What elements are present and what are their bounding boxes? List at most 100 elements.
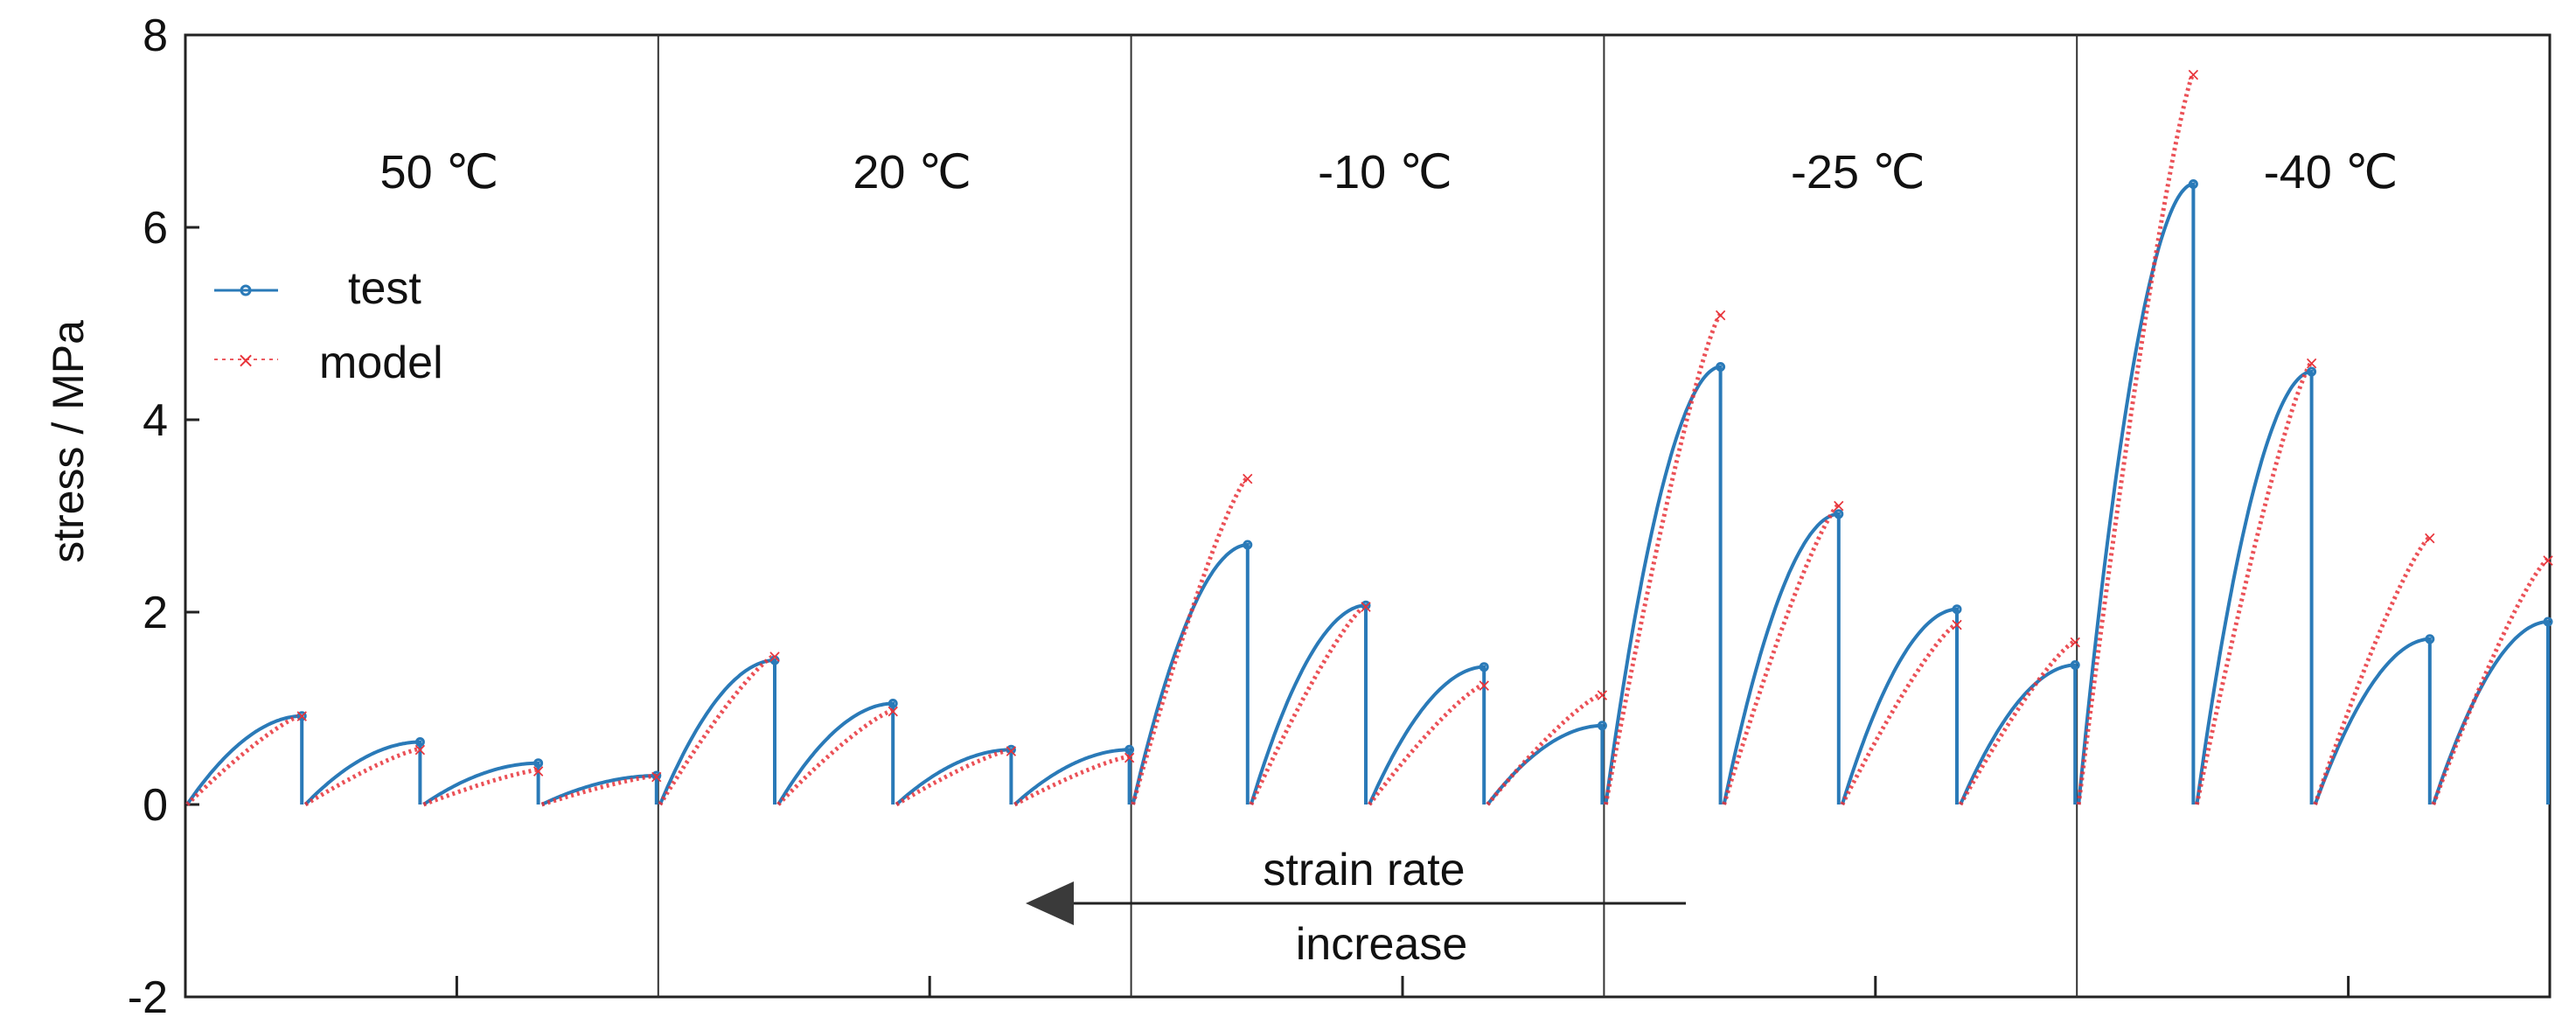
model-series-segment (1486, 692, 1604, 806)
model-series-segment (185, 713, 303, 806)
model-peak-point: × (1122, 747, 1137, 768)
test-peak-point (2070, 660, 2080, 670)
test-series-segment (1013, 748, 1131, 806)
test-series-segment (2195, 369, 2314, 805)
plot-border (184, 33, 2552, 999)
model-series-segment (776, 707, 894, 806)
test-peak-point (1834, 509, 1844, 519)
model-series-segment (2076, 72, 2196, 805)
model-peak-point: × (1240, 468, 1255, 489)
strain-rate-annotation: strain rate increase (1026, 845, 1686, 970)
y-tick-label: -2 (128, 972, 168, 1023)
model-peak-point: × (2422, 527, 2437, 548)
legend: test × model (214, 263, 443, 388)
model-series-segment (1013, 754, 1130, 807)
y-tick-label: 6 (143, 203, 168, 254)
model-series-segment (2313, 535, 2432, 805)
model-peak-point: × (886, 700, 901, 721)
test-peak-point (414, 737, 425, 747)
model-series-segment (2194, 360, 2314, 805)
model-peak-point: × (1831, 495, 1846, 516)
model-series-segment (422, 767, 539, 807)
test-peak-point (1006, 744, 1016, 755)
plot-frame (184, 33, 2552, 999)
model-peak-point: × (2186, 64, 2201, 85)
test-series-segment (2431, 619, 2550, 805)
test-series-segment (1486, 723, 1605, 806)
model-series-segment (1368, 682, 1486, 806)
test-peak-point (2543, 616, 2553, 627)
series-layer: × × × × × × × × × × × × × × × × × × × × (185, 64, 2555, 807)
model-peak-point: × (768, 646, 783, 667)
test-peak-point (2425, 634, 2435, 644)
model-peak-point: × (1713, 304, 1728, 325)
strain-rate-arrow-head (1026, 881, 1074, 925)
test-series-segment (540, 774, 658, 806)
model-series-segment (658, 653, 776, 806)
y-tick-label: 0 (143, 780, 168, 831)
test-series-segment (422, 761, 540, 806)
test-peak-point (1716, 362, 1726, 372)
test-peak-point (2188, 179, 2198, 189)
model-peak-point: × (1950, 614, 1965, 635)
test-series-segment (658, 658, 776, 805)
test-peak-point (1361, 600, 1371, 610)
test-series-segment (1131, 542, 1250, 805)
model-peak-point: × (1595, 685, 1610, 706)
model-peak-point: × (413, 739, 428, 760)
model-series-segment (2431, 557, 2550, 805)
test-series-segment (1604, 365, 1723, 805)
test-peak-point (2307, 366, 2317, 377)
panel-title: 20 ℃ (853, 146, 971, 199)
test-peak-point (1124, 744, 1135, 755)
panel-title: -25 ℃ (1791, 146, 1925, 199)
test-series-segment (2313, 637, 2432, 805)
model-series-segment (1958, 638, 2077, 806)
model-series-segment (1249, 603, 1368, 806)
test-peak-point (1479, 662, 1489, 672)
model-peak-point: × (1359, 596, 1374, 616)
panel-title: -10 ℃ (1318, 146, 1452, 199)
y-axis-label: stress / MPa (44, 320, 93, 563)
panel-title: -40 ℃ (2264, 146, 2398, 199)
model-peak-point: × (2068, 631, 2083, 652)
test-series-segment (2077, 182, 2196, 805)
model-peak-point: × (1004, 740, 1019, 761)
model-series-segment (895, 747, 1012, 807)
model-peak-point: × (295, 706, 310, 727)
annotation-line-2: increase (1296, 919, 1468, 970)
legend-test-marker (240, 284, 252, 296)
test-series-segment (303, 740, 422, 806)
test-peak-point (533, 758, 544, 769)
test-series-segment (1959, 663, 2078, 805)
test-peak-point (1952, 604, 1962, 615)
test-series-segment (895, 748, 1013, 806)
panel-titles: 50 ℃ 20 ℃ -10 ℃ -25 ℃ -40 ℃ (380, 146, 2398, 199)
y-tick-label: 2 (143, 588, 168, 638)
test-peak-point (651, 770, 662, 781)
model-series-segment (1840, 622, 1959, 806)
test-series-segment (1249, 603, 1368, 805)
model-series-segment (1131, 476, 1250, 805)
panel-title: 50 ℃ (380, 146, 499, 199)
y-axis: -2 0 2 4 6 8 (128, 10, 2350, 1023)
model-peak-point: × (1477, 675, 1492, 696)
test-peak-point (888, 699, 898, 708)
model-peak-point: × (531, 760, 546, 781)
test-series-segment (1840, 607, 1959, 805)
model-series-segment (1722, 502, 1841, 805)
y-tick-label: 4 (143, 395, 168, 446)
test-peak-point (1597, 721, 1607, 731)
model-peak-point: × (2304, 352, 2319, 373)
test-peak-point (769, 655, 780, 665)
test-series-segment (776, 701, 895, 806)
legend-model-marker: × (237, 348, 254, 373)
annotation-line-1: strain rate (1263, 845, 1465, 895)
legend-test-label: test (348, 263, 421, 314)
test-peak-point (1243, 540, 1253, 550)
test-series-segment (185, 714, 304, 806)
model-peak-point: × (649, 766, 664, 787)
y-tick-label: 8 (143, 10, 168, 61)
model-series-segment (540, 773, 658, 807)
